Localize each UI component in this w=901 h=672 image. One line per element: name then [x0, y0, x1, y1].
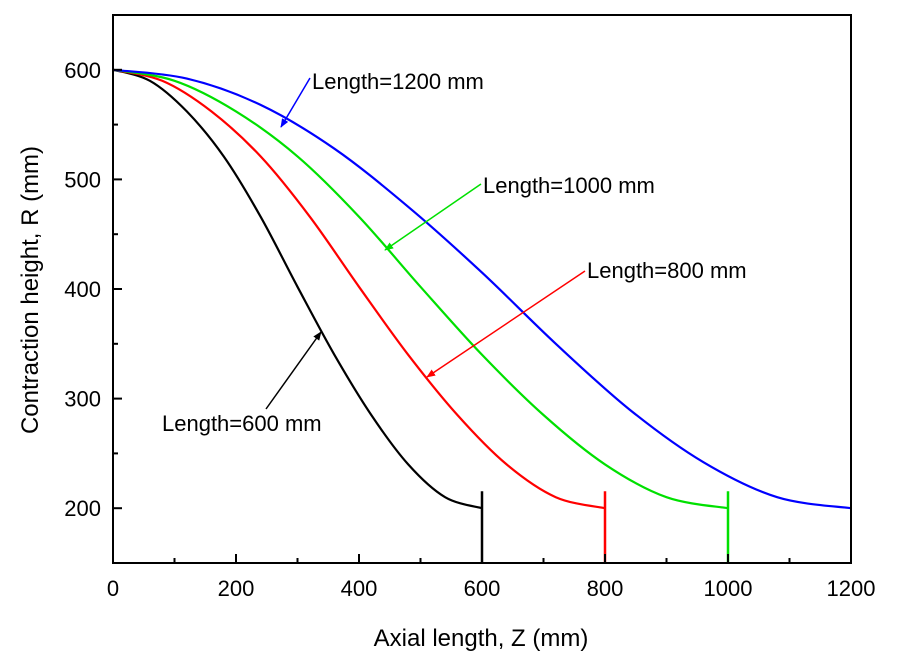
y-axis-ticks: 200 300 400 500 600 [64, 58, 122, 521]
curve-length-1000 [112, 68, 729, 510]
x-axis-label: Axial length, Z (mm) [374, 625, 589, 652]
y-tick-label: 600 [64, 58, 101, 83]
curves-layer [112, 68, 852, 563]
x-tick-label: 1200 [827, 576, 876, 601]
x-tick-label: 1000 [704, 576, 753, 601]
y-axis-label: Contraction height, R (mm) [17, 146, 44, 434]
annotation-label-1000: Length=1000 mm [483, 173, 655, 198]
x-axis-ticks: 0 200 400 600 800 1000 1200 [107, 554, 876, 601]
x-tick-label: 600 [464, 576, 501, 601]
y-tick-label: 200 [64, 496, 101, 521]
plot-frame [112, 14, 852, 564]
annotation-label-1200: Length=1200 mm [312, 69, 484, 94]
annotation-arrow-600 [265, 331, 322, 410]
x-tick-label: 800 [587, 576, 624, 601]
curve-length-800 [112, 68, 606, 510]
x-tick-label: 200 [218, 576, 255, 601]
annotations-layer: Length=600 mm Length=800 mm Length=1000 mm… [162, 69, 747, 436]
annotation-label-600: Length=600 mm [162, 411, 322, 436]
x-tick-label: 0 [107, 576, 119, 601]
annotation-arrow-800 [426, 270, 586, 378]
x-tick-label: 400 [341, 576, 378, 601]
y-tick-label: 500 [64, 167, 101, 192]
annotation-arrow-1000 [384, 183, 482, 251]
curve-length-1200 [112, 68, 852, 510]
y-tick-label: 400 [64, 277, 101, 302]
annotation-arrow-1200 [280, 77, 311, 128]
y-tick-label: 300 [64, 387, 101, 412]
curve-length-600 [112, 68, 483, 510]
annotation-label-800: Length=800 mm [587, 258, 747, 283]
